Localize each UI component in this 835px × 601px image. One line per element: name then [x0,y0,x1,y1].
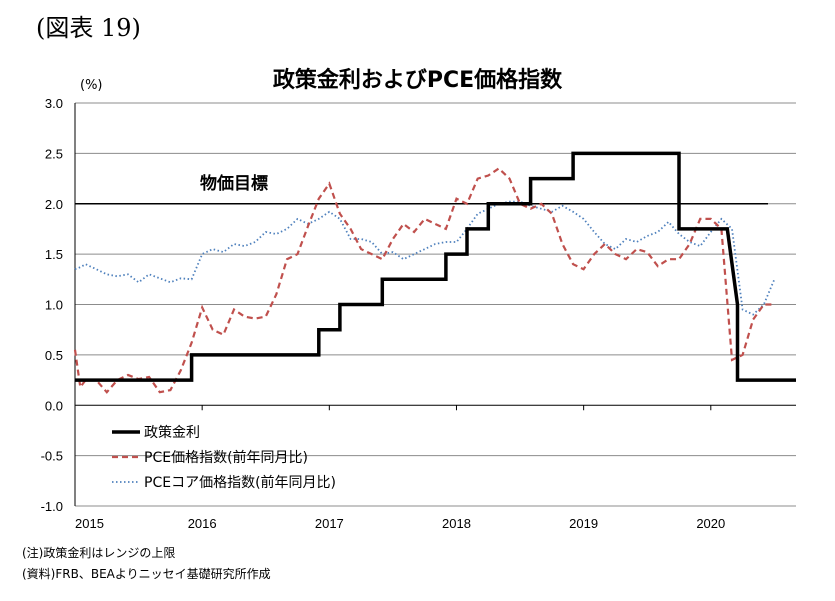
series-line-0 [75,151,796,382]
x-tick-label: 2019 [569,516,598,531]
x-tick-label: 2016 [188,516,217,531]
x-tick-labels: 2015 2016 2017 2018 2019 2020 [75,516,725,531]
gridlines [75,102,796,507]
legend-label: PCE価格指数(前年同月比) [144,449,308,466]
y-tick-label: -1.0 [41,499,63,514]
y-tick-label: 2.5 [45,146,63,161]
y-tick-label: 2.0 [45,197,63,212]
y-axis-unit-label: (%) [80,78,103,93]
x-tick-label: 2020 [696,516,725,531]
x-tick-label: 2015 [75,516,104,531]
chart-title: 政策金利およびPCE価格指数 [272,68,563,93]
x-tick-label: 2017 [315,516,344,531]
inflation-target-label: 物価目標 [200,174,268,194]
series-line-1 [73,167,775,394]
axes [74,103,796,506]
y-tick-label: 0.0 [45,398,63,413]
legend-label: 政策金利 [144,424,200,441]
y-tick-label: 1.0 [45,298,63,313]
x-tick-label: 2018 [442,516,471,531]
series-layer [73,151,796,394]
source-line: (資料)FRB、BEAよりニッセイ基礎研究所作成 [22,567,271,581]
note-line: (注)政策金利はレンジの上限 [22,546,176,560]
y-tick-label: 0.5 [45,348,63,363]
y-tick-label: 3.0 [45,96,63,111]
figure-label: (図表 19) [36,14,141,42]
y-tick-label: -0.5 [41,449,63,464]
y-tick-labels: 3.0 2.5 2.0 1.5 1.0 0.5 0.0 -0.5 -1.0 [41,96,63,514]
y-tick-label: 1.5 [45,247,63,262]
notes: (注)政策金利はレンジの上限 (資料)FRB、BEAよりニッセイ基礎研究所作成 [22,543,271,585]
legend-label: PCEコア価格指数(前年同月比) [144,474,336,491]
series-line-2 [74,200,776,316]
legend: 政策金利 PCE価格指数(前年同月比) PCEコア価格指数(前年同月比) [112,424,336,491]
